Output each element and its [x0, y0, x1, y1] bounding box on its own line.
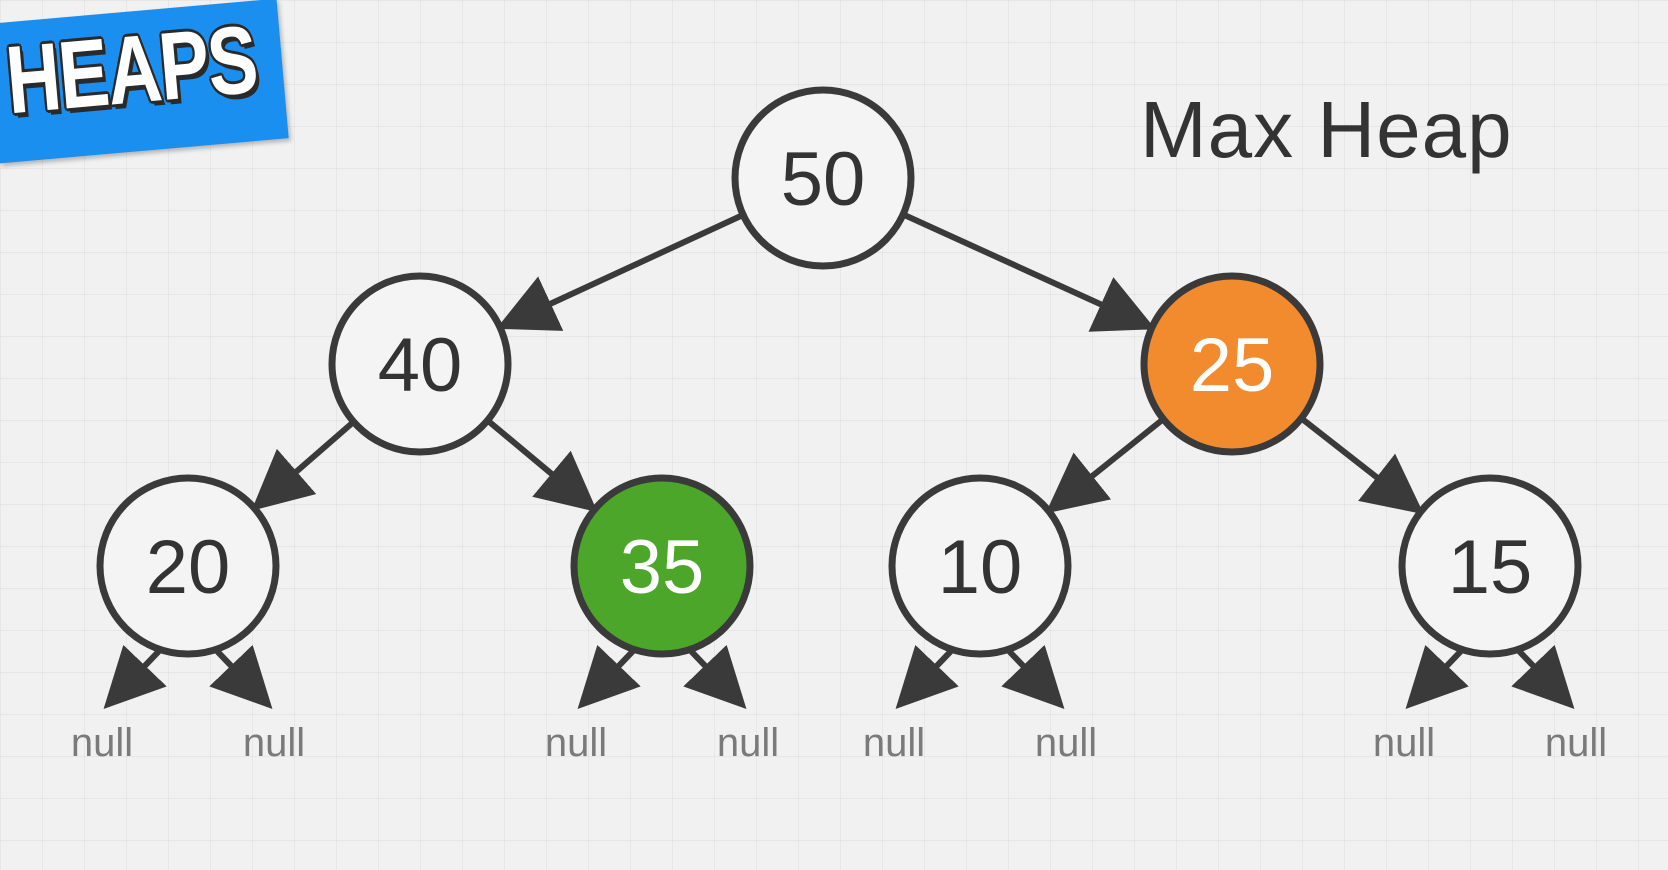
node-value: 10 [938, 525, 1023, 610]
heap-node-40: 40 [328, 272, 512, 456]
edges-layer [251, 212, 1424, 515]
edge-n50-n40 [496, 212, 743, 331]
edge-n25-n10 [1045, 417, 1164, 514]
null-arrow-n10-right [1001, 644, 1065, 710]
null-label: null [243, 721, 305, 765]
heap-node-20: 20 [96, 474, 280, 658]
node-circle [570, 474, 754, 658]
node-value: 25 [1190, 323, 1275, 408]
null-arrow-n15-right [1511, 644, 1575, 710]
heap-node-10: 10 [888, 474, 1072, 658]
null-label: null [1373, 721, 1435, 765]
null-label: null [545, 721, 607, 765]
node-value: 35 [620, 525, 705, 610]
node-value: 20 [146, 525, 231, 610]
null-arrow-n20-left [103, 644, 167, 710]
node-circle [1140, 272, 1324, 456]
node-value: 15 [1448, 525, 1533, 610]
null-arrow-n35-right [683, 644, 747, 710]
edge-n40-n35 [487, 419, 598, 513]
node-value: 40 [378, 323, 463, 408]
null-label: null [863, 721, 925, 765]
null-arrow-n15-left [1405, 644, 1469, 710]
heap-node-25: 25 [1140, 272, 1324, 456]
node-circle [328, 272, 512, 456]
null-arrow-n10-left [895, 644, 959, 710]
nodes-layer: 50 40 25 20 35 10 15 [96, 86, 1582, 658]
node-value: 50 [781, 137, 866, 222]
heap-type-title: Max Heap [1140, 85, 1513, 174]
heap-node-15: 15 [1398, 474, 1582, 658]
node-circle [1398, 474, 1582, 658]
null-label: null [1545, 721, 1607, 765]
null-label: null [717, 721, 779, 765]
edge-n50-n25 [903, 212, 1156, 332]
edge-n25-n15 [1301, 417, 1424, 515]
node-circle [96, 474, 280, 658]
null-arrow-n20-right [209, 644, 273, 710]
node-circle [888, 474, 1072, 658]
null-arrow-n35-left [577, 644, 641, 710]
null-label: null [1035, 721, 1097, 765]
node-circle [731, 86, 915, 270]
heap-node-50: 50 [731, 86, 915, 270]
null-pointers-layer: null null null null null null null null [71, 644, 1607, 765]
null-label: null [71, 721, 133, 765]
heap-node-35: 35 [570, 474, 754, 658]
edge-n40-n20 [251, 420, 355, 511]
